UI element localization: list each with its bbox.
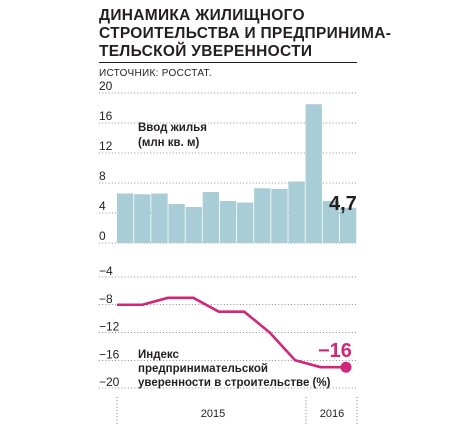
bar-y-tick-label: 8 [99,169,106,183]
line-y-tick-label: −12 [99,320,120,334]
line-legend-line-1: Индекс [138,349,180,361]
housing-bar [151,193,168,243]
chart-title-line-2: СТРОИТЕЛЬСТВА И ПРЕДПРИНИМА- [99,25,392,42]
bar-legend-line-1: Ввод жилья [138,122,207,134]
housing-bar [219,201,237,243]
housing-bar [168,204,185,243]
housing-bar [305,104,322,243]
line-y-tick-label: −16 [99,347,120,361]
housing-bar [322,201,340,243]
line-legend-line-2: предпринимательской [138,363,268,375]
bar-y-tick-label: 20 [99,79,113,93]
housing-bar [185,207,202,243]
bar-y-tick-label: 16 [99,109,113,123]
chart-title-line-1: ДИНАМИКА ЖИЛИЩНОГО [99,7,305,24]
line-legend-line-3: уверенности в строительстве (%) [138,377,331,389]
housing-bar [237,202,254,243]
line-y-tick-label: −4 [99,264,113,278]
x-axis-label-2016: 2016 [320,408,344,420]
confidence-end-value-label: −16 [318,340,352,362]
confidence-series-line [117,296,346,369]
housing-bar [271,189,288,243]
chart-title-line-3: ТЕЛЬСКОЙ УВЕРЕННОСТИ [99,43,313,60]
housing-bar-panel: 20 16 12 8 4 0 Ввод жилья (млн кв. м) 4,7 [99,79,357,244]
line-y-tick-label: −20 [99,375,120,389]
housing-bar [202,192,220,243]
bar-y-tick-label: 4 [99,199,106,213]
title-divider [99,62,357,63]
housing-bar [288,181,305,243]
housing-bar [339,207,357,243]
bar-y-tick-label: 0 [99,229,106,243]
confidence-line-panel: −4 −8 −12 −16 −20 −16 Индекс предпринимательско… [99,264,357,389]
bar-legend-line-2: (млн кв. м) [138,137,200,149]
x-axis: 2015 2016 [116,397,358,424]
x-axis-label-2015: 2015 [201,408,225,420]
housing-bar [254,188,271,243]
housing-bar [117,193,134,243]
bar-y-tick-label: 12 [99,139,113,153]
bar-end-value-label: 4,7 [329,193,357,215]
housing-bar [134,194,151,243]
source-note: ИСТОЧНИК: РОССТАТ. [99,68,212,79]
confidence-end-point [340,361,352,373]
line-y-tick-label: −8 [99,292,113,306]
